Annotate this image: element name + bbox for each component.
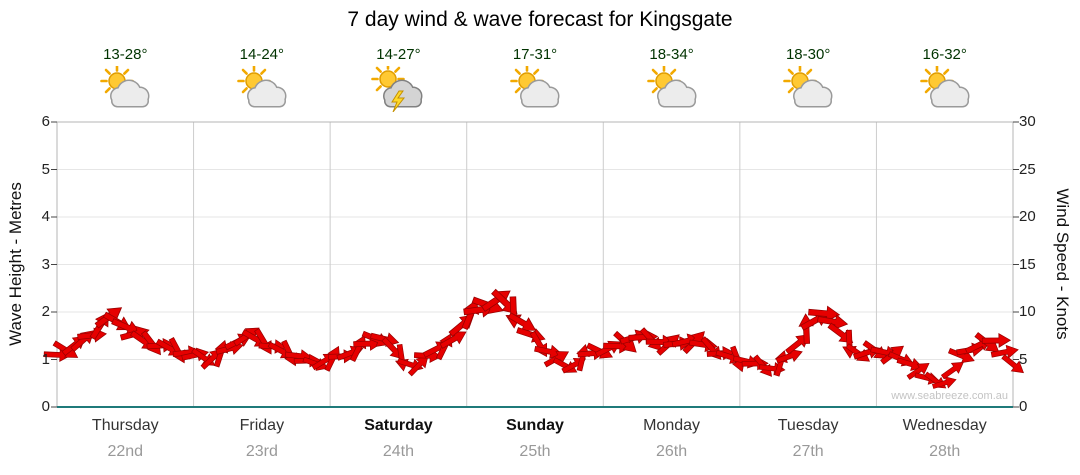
wind-arrow-icon bbox=[906, 363, 930, 380]
day-weather-icon bbox=[98, 66, 152, 112]
day-temperature: 17-31° bbox=[512, 46, 558, 63]
day-date: 24th bbox=[382, 443, 414, 460]
sun-cloud-icon bbox=[100, 66, 150, 108]
day-date: 27th bbox=[792, 443, 824, 460]
wind-arrow-series bbox=[43, 288, 1024, 389]
day-weather-icon bbox=[781, 66, 835, 112]
day-name: Tuesday bbox=[777, 417, 839, 434]
day-weather-icon bbox=[235, 66, 289, 112]
day-temperature: 18-30° bbox=[785, 46, 831, 63]
sun-cloud-icon bbox=[646, 66, 697, 108]
day-temperature: 14-27° bbox=[376, 46, 421, 63]
left-tick-label: 1 bbox=[41, 350, 50, 368]
left-tick-label: 5 bbox=[41, 160, 50, 178]
left-tick-label: 6 bbox=[41, 113, 50, 130]
wind-arrow-icon bbox=[981, 333, 1012, 348]
watermark: www.seabreeze.com.au bbox=[891, 390, 1008, 402]
right-tick-label: 30 bbox=[1019, 113, 1036, 130]
day-name: Sunday bbox=[506, 417, 564, 434]
day-temperature: 18-34° bbox=[649, 46, 694, 63]
day-date: 26th bbox=[655, 443, 688, 460]
wind-arrow-icon bbox=[407, 355, 429, 377]
day-temperature: 13-28° bbox=[103, 46, 148, 63]
day-date: 25th bbox=[519, 443, 551, 460]
wind-arrow-icon bbox=[1001, 354, 1024, 374]
wind-arrow-icon bbox=[940, 361, 964, 380]
wind-arrow-icon bbox=[990, 344, 1019, 359]
wind-arrow-icon bbox=[816, 314, 849, 330]
day-name: Monday bbox=[643, 417, 701, 434]
day-temperature: 16-32° bbox=[922, 46, 967, 63]
right-tick-label: 10 bbox=[1019, 303, 1036, 320]
day-weather-icon bbox=[918, 66, 972, 112]
day-name: Saturday bbox=[364, 417, 433, 434]
left-tick-label: 4 bbox=[41, 208, 50, 225]
sun-cloud-icon bbox=[510, 66, 560, 108]
sun-cloud-icon bbox=[783, 66, 833, 108]
left-tick-label: 2 bbox=[41, 303, 50, 320]
day-date: 23rd bbox=[245, 443, 278, 460]
storm-icon bbox=[371, 66, 423, 112]
day-weather-icon bbox=[645, 66, 699, 112]
right-tick-label: 20 bbox=[1019, 208, 1036, 225]
sun-cloud-icon bbox=[237, 66, 287, 108]
day-weather-icon bbox=[508, 66, 562, 112]
day-temperature: 14-24° bbox=[239, 46, 285, 63]
day-date: 22nd bbox=[107, 443, 144, 460]
right-tick-label: 0 bbox=[1019, 398, 1028, 415]
right-tick-label: 5 bbox=[1019, 350, 1028, 368]
wind-arrow-icon bbox=[808, 305, 841, 322]
day-name: Wednesday bbox=[902, 417, 987, 434]
wind-arrow-icon bbox=[254, 328, 272, 355]
left-tick-label: 0 bbox=[41, 398, 50, 415]
wind-arrow-icon bbox=[507, 312, 537, 331]
wind-arrow-icon bbox=[931, 376, 957, 389]
right-tick-label: 15 bbox=[1019, 255, 1036, 273]
sun-cloud-icon bbox=[919, 66, 970, 108]
day-weather-icon bbox=[371, 66, 425, 112]
left-tick-label: 3 bbox=[41, 255, 50, 273]
day-date: 28th bbox=[929, 443, 961, 460]
page-title: 7 day wind & wave forecast for Kingsgate bbox=[347, 8, 733, 31]
day-name: Friday bbox=[239, 417, 285, 434]
day-name: Thursday bbox=[91, 417, 159, 434]
right-tick-label: 25 bbox=[1019, 160, 1036, 178]
